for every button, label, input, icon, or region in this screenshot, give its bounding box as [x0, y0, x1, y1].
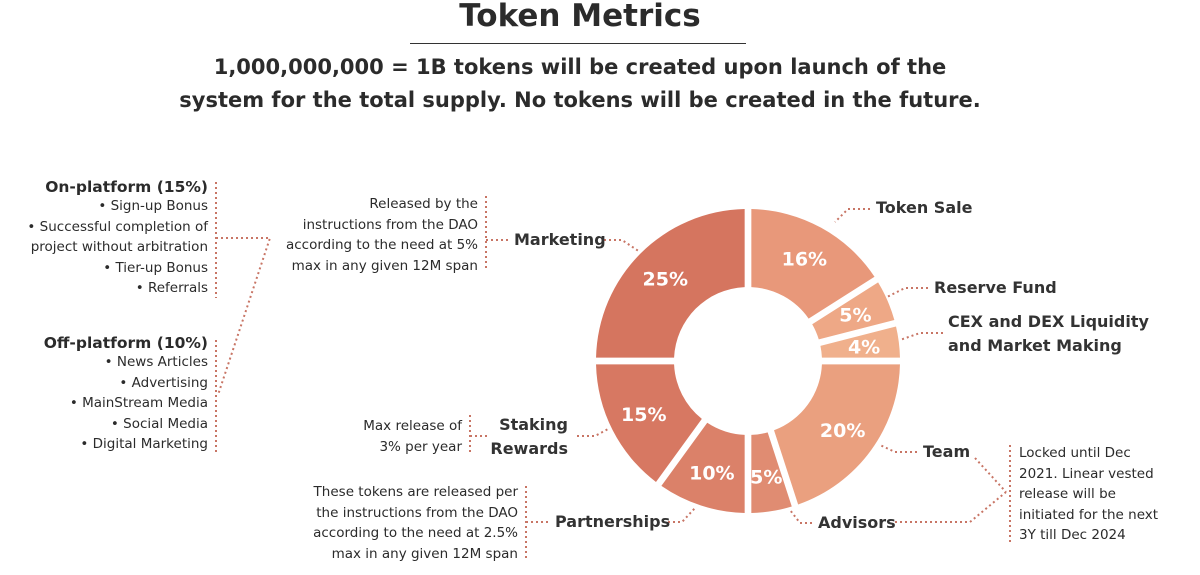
donut-segment-advisors [751, 432, 792, 513]
label-reserve-fund: Reserve Fund [934, 278, 1057, 297]
data-label: 5% [750, 467, 782, 489]
donut-segment-cex-and-dex-liquidity-and-market-making [820, 326, 900, 358]
off-platform-item: • Advertising [119, 374, 208, 391]
note-line: 3% per year [379, 438, 462, 455]
data-label: 5% [839, 305, 871, 327]
donut-segment-team [774, 364, 900, 505]
leader-staking [577, 427, 611, 437]
off-platform-item: • Social Media [110, 415, 208, 432]
label-line: and Market Making [948, 336, 1122, 355]
note-line: release will be [1019, 486, 1116, 502]
note-line: Released by the [369, 196, 478, 212]
label-partnerships: Partnerships [555, 512, 671, 531]
donut-segment-staking-rewards [596, 364, 702, 482]
data-label: 10% [689, 462, 734, 484]
leader-partnerships-note [525, 486, 548, 560]
note-line: according to the need at 2.5% [313, 525, 518, 541]
donut-segment-partnerships [661, 422, 745, 513]
data-label: 16% [782, 248, 827, 270]
note-line: instructions from the DAO [302, 216, 478, 233]
label-marketing: Marketing [514, 230, 606, 249]
page-title: Token Metrics [459, 0, 701, 34]
off-platform-block: Off-platform (10%) • News Articles • Adv… [44, 334, 208, 455]
leader-advisors [789, 509, 812, 524]
label-line: Staking [499, 415, 568, 434]
label-line: Rewards [490, 439, 568, 458]
label-cex-dex: CEX and DEX Liquidity and Market Making [948, 310, 1149, 358]
leader-team-note [895, 445, 1011, 545]
note-line: Max release of [363, 418, 462, 434]
donut-segment-reserve-fund [812, 282, 895, 340]
data-label: 25% [643, 268, 688, 290]
leader-cex [899, 332, 943, 341]
data-label: 20% [820, 420, 865, 442]
marketing-note: Released by the instructions from the DA… [286, 194, 478, 276]
note-line: max in any given 12M span [331, 545, 518, 562]
on-platform-item: • Successful completion of [27, 218, 208, 235]
title-divider [410, 43, 746, 44]
leader-on-platform [215, 182, 272, 396]
donut-segment-token-sale [751, 209, 875, 319]
leader-marketing-note [485, 196, 508, 270]
note-line: These tokens are released per [313, 484, 518, 500]
label-line: CEX and DEX Liquidity [948, 312, 1149, 331]
leader-team [879, 444, 917, 453]
leader-marketing [604, 239, 641, 253]
note-line: max in any given 12M span [291, 257, 478, 274]
donut-segment-marketing [596, 209, 745, 358]
off-platform-item: • MainStream Media [69, 395, 208, 411]
staking-note: Max release of 3% per year [363, 416, 462, 457]
note-line: 2021. Linear vested [1019, 465, 1154, 482]
partnerships-note: These tokens are released per the instru… [313, 482, 518, 564]
on-platform-item: project without arbitration [30, 239, 208, 255]
note-line: Locked until Dec [1019, 445, 1131, 461]
label-token-sale: Token Sale [876, 198, 973, 217]
on-platform-item: • Sign-up Bonus [98, 198, 208, 214]
note-line: the instructions from the DAO [316, 504, 518, 521]
off-platform-heading: Off-platform (10%) [43, 334, 208, 352]
off-platform-item: • Digital Marketing [80, 436, 208, 452]
note-line: 3Y till Dec 2024 [1019, 527, 1126, 543]
label-advisors: Advisors [818, 513, 896, 532]
subtitle-line-2: system for the total supply. No tokens w… [179, 88, 981, 112]
on-platform-item: • Referrals [135, 280, 208, 296]
subtitle-line-1: 1,000,000,000 = 1B tokens will be create… [213, 55, 947, 79]
label-team: Team [923, 442, 971, 461]
note-line: initiated for the next [1019, 506, 1159, 523]
team-advisors-note: Locked until Dec 2021. Linear vested rel… [1019, 443, 1158, 546]
on-platform-item: • Tier-up Bonus [103, 259, 208, 276]
data-label: 15% [621, 404, 666, 426]
donut-chart: 16% 5% 4% 20% 5% 10% 15% 25% [596, 209, 900, 513]
on-platform-heading: On-platform (15%) [45, 178, 208, 196]
data-label: 4% [848, 336, 880, 358]
note-line: according to the need at 5% [285, 237, 478, 253]
label-staking-rewards: Staking Rewards [490, 413, 568, 461]
on-platform-block: On-platform (15%) • Sign-up Bonus • Succ… [27, 178, 208, 299]
leader-token-sale [834, 208, 870, 223]
leader-partnerships [668, 507, 696, 523]
off-platform-item: • News Articles [104, 354, 208, 370]
leader-staking-note [469, 415, 490, 455]
leader-reserve [886, 287, 928, 298]
